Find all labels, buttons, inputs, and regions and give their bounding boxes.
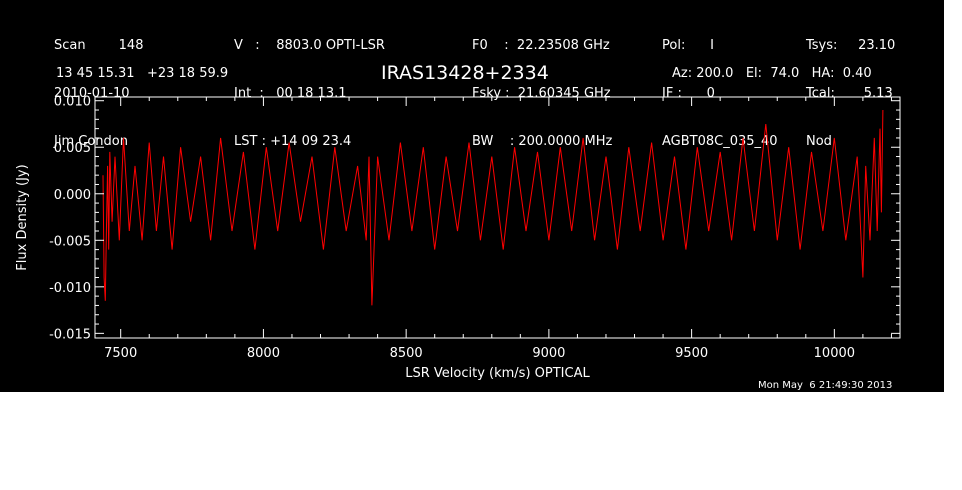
velocity-text: V : 8803.0 OPTI-LSR xyxy=(234,38,385,53)
polarization-info-column: Pol: I IF : 0 AGBT08C_035_40 xyxy=(662,6,778,182)
plot-timestamp: Mon May 6 21:49:30 2013 xyxy=(758,380,893,391)
scan-info-column: Scan 148 2010-01-10 Jim Condon xyxy=(54,6,143,182)
x-tick-label: 8500 xyxy=(390,346,423,361)
spectrum-trace xyxy=(102,109,884,306)
x-tick-label: 7500 xyxy=(104,346,137,361)
rest-frequency-text: F0 : 22.23508 GHz xyxy=(472,38,610,53)
scan-number-text: Scan 148 xyxy=(54,38,144,53)
y-tick-label: 0.000 xyxy=(54,188,91,203)
source-title: IRAS13428+2334 xyxy=(381,62,549,84)
plot-frame xyxy=(94,96,901,339)
y-tick-label: 0.010 xyxy=(54,95,91,110)
y-tick-label: -0.005 xyxy=(49,234,91,249)
y-tick-label: 0.005 xyxy=(54,141,91,156)
x-tick-label: 8000 xyxy=(247,346,280,361)
x-tick-label: 9500 xyxy=(675,346,708,361)
bandwidth-text: BW : 200.0000 MHz xyxy=(472,134,613,149)
x-tick-label: 10000 xyxy=(814,346,855,361)
y-tick-label: -0.015 xyxy=(49,327,91,342)
y-tick-label: -0.010 xyxy=(49,281,91,296)
procedure-text: Nod xyxy=(806,134,832,149)
tsys-text: Tsys: 23.10 xyxy=(806,38,896,53)
project-id-text: AGBT08C_035_40 xyxy=(662,134,778,149)
spectrum-panel: Scan 148 2010-01-10 Jim Condon V : 8803.… xyxy=(0,0,944,392)
x-tick-label: 9000 xyxy=(532,346,565,361)
spectrum-chart: 7500 8000 8500 9000 9500 10000 0.010 0.005 0.000… xyxy=(15,95,901,381)
y-axis-label: Flux Density (Jy) xyxy=(15,164,30,270)
observer-name-text: Jim Condon xyxy=(54,134,128,149)
x-axis-label: LSR Velocity (km/s) OPTICAL xyxy=(405,366,590,381)
source-coordinates-text: 13 45 15.31 +23 18 59.9 xyxy=(56,66,229,81)
lst-text: LST : +14 09 23.4 xyxy=(234,134,352,149)
if-number-text: IF : 0 xyxy=(662,86,715,101)
polarization-text: Pol: I xyxy=(662,38,714,53)
az-el-ha-text: Az: 200.0 El: 74.0 HA: 0.40 xyxy=(672,66,872,81)
